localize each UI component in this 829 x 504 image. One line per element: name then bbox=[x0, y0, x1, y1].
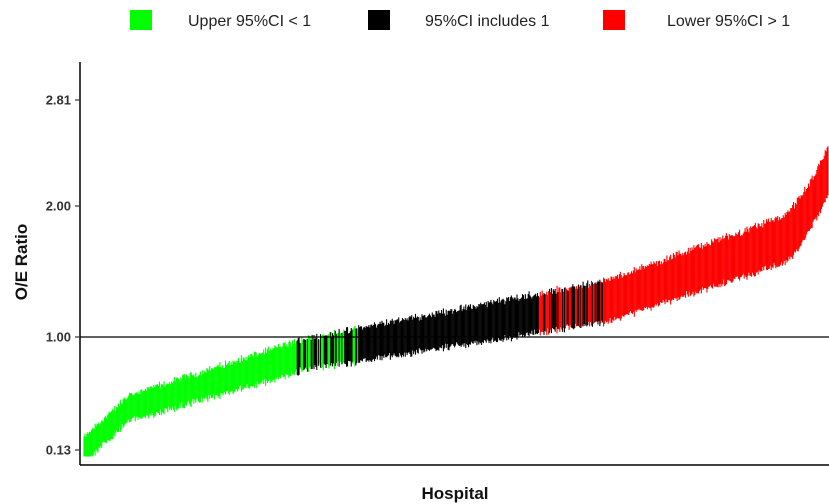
error-bars bbox=[83, 146, 829, 457]
y-tick-label: 2.00 bbox=[46, 199, 71, 214]
legend-label-green: Upper 95%CI < 1 bbox=[188, 13, 311, 30]
legend: Upper 95%CI < 1 95%CI includes 1 Lower 9… bbox=[130, 10, 790, 30]
legend-swatch-red bbox=[603, 10, 625, 30]
x-axis-title: Hospital bbox=[421, 484, 488, 503]
y-tick-label: 2.81 bbox=[46, 93, 71, 108]
y-ticks: 0.13 1.00 2.00 2.81 bbox=[46, 93, 80, 458]
legend-label-black: 95%CI includes 1 bbox=[425, 13, 550, 30]
legend-swatch-black bbox=[368, 10, 390, 30]
legend-label-red: Lower 95%CI > 1 bbox=[667, 13, 790, 30]
y-axis-title: O/E Ratio bbox=[12, 224, 31, 301]
y-tick-label: 1.00 bbox=[46, 330, 71, 345]
legend-swatch-green bbox=[130, 10, 152, 30]
y-tick-label: 0.13 bbox=[46, 443, 71, 458]
